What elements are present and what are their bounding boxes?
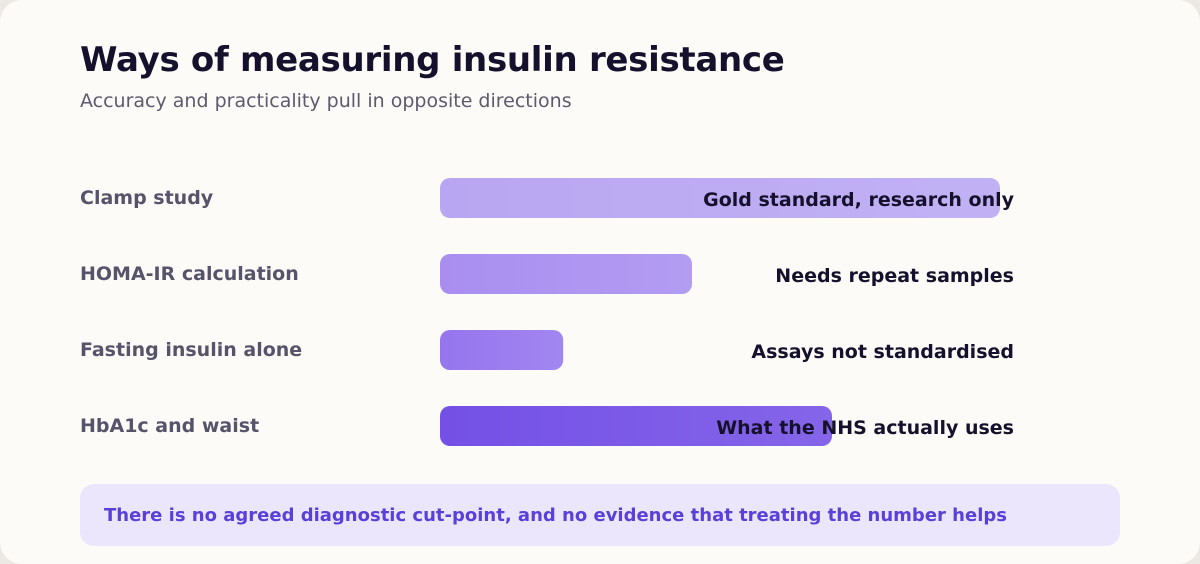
bar	[440, 406, 832, 446]
bar-annotation: Assays not standardised	[751, 341, 1014, 363]
bar-annotation: Needs repeat samples	[775, 265, 1014, 287]
bar-annotation: What the NHS actually uses	[716, 417, 1014, 439]
bar	[440, 178, 1000, 218]
bar-label: Fasting insulin alone	[80, 339, 302, 361]
bar-label: HbA1c and waist	[80, 415, 259, 437]
chart-title: Ways of measuring insulin resistance	[80, 40, 785, 80]
bar-label: HOMA-IR calculation	[80, 263, 299, 285]
callout-box: There is no agreed diagnostic cut-point,…	[80, 484, 1120, 546]
callout-text: There is no agreed diagnostic cut-point,…	[104, 504, 1007, 526]
chart-subtitle: Accuracy and practicality pull in opposi…	[80, 90, 572, 112]
bar-label: Clamp study	[80, 187, 214, 209]
bar-annotation: Gold standard, research only	[703, 189, 1014, 211]
bars-layer: Clamp study Gold standard, research only H…	[80, 178, 1015, 446]
bar	[440, 254, 692, 294]
bar	[440, 330, 564, 370]
bar-chart: Clamp study Gold standard, research only H…	[80, 178, 1015, 446]
